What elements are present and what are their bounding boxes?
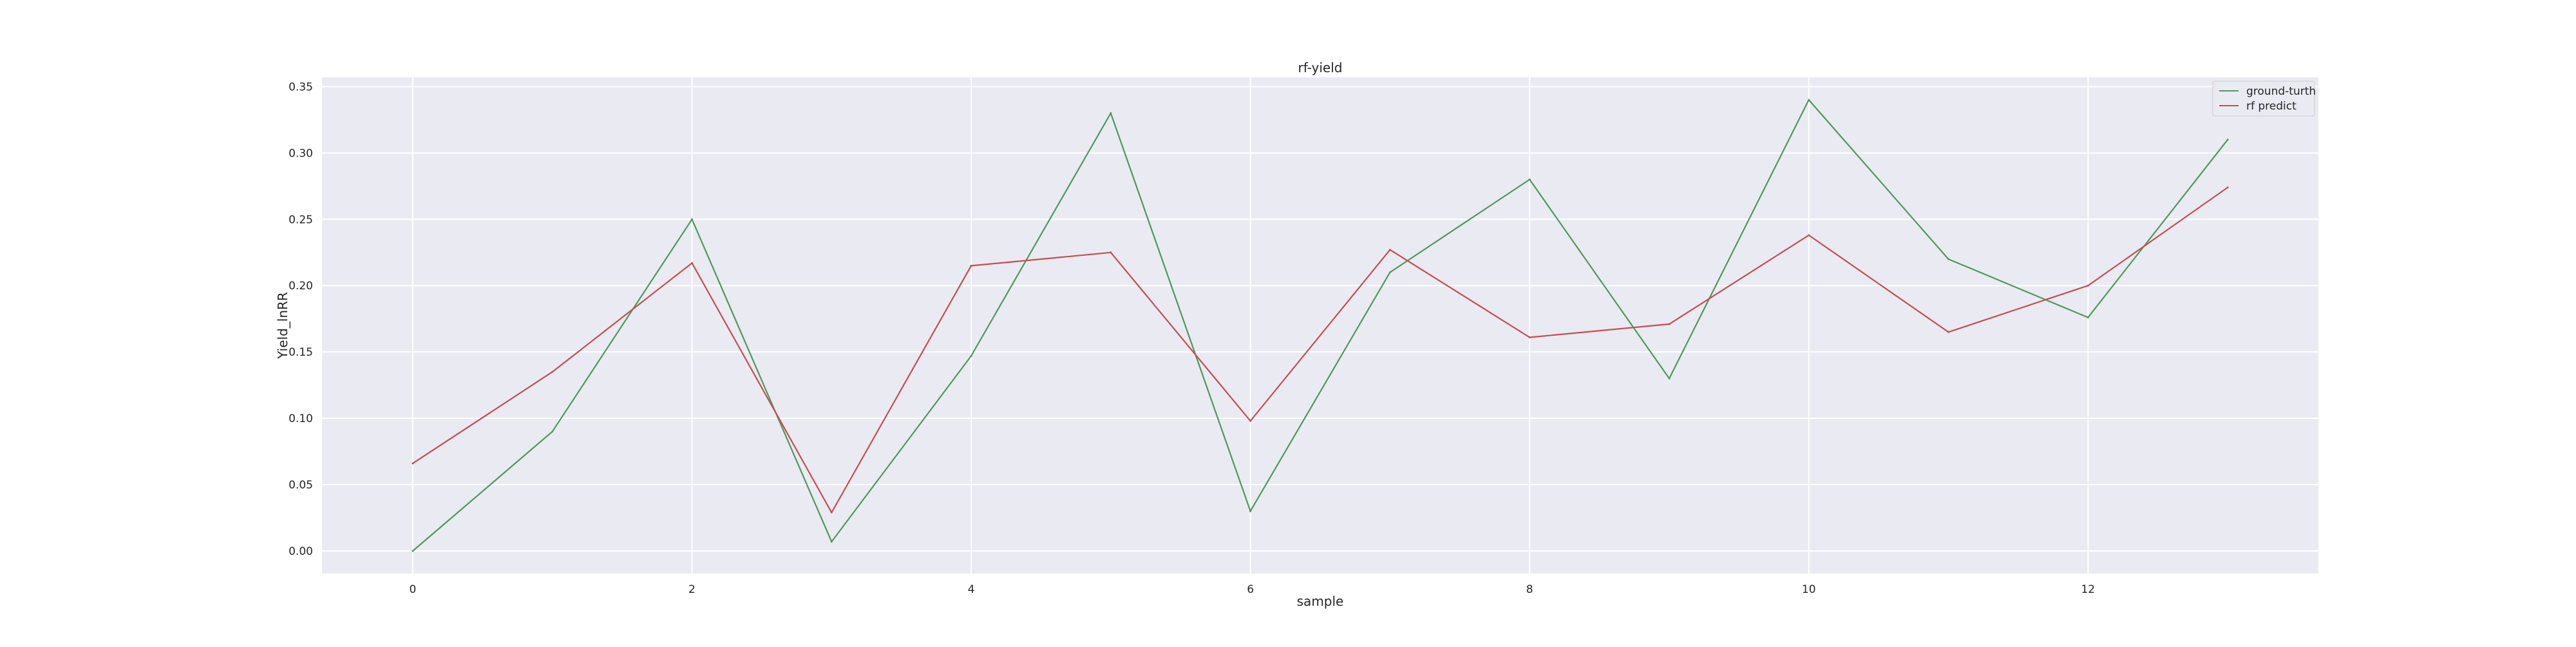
y-tick-label: 0.10 [289, 412, 313, 425]
x-tick-label: 4 [968, 583, 975, 596]
data-point-rf-predict [1668, 323, 1671, 325]
data-point-ground-turth [1947, 258, 1950, 260]
data-point-ground-turth [551, 430, 554, 433]
y-tick-label: 0.20 [289, 280, 313, 293]
data-point-ground-turth [1388, 271, 1391, 274]
legend-box [2212, 81, 2315, 117]
data-point-ground-turth [830, 541, 833, 543]
data-point-ground-turth [1808, 99, 1810, 101]
data-point-rf-predict [690, 262, 693, 264]
data-point-rf-predict [412, 462, 414, 465]
series-line-rf-predict [412, 186, 2228, 514]
plot-background [322, 77, 2318, 574]
x-tick-label: 8 [1526, 583, 1533, 596]
data-point-ground-turth [1668, 377, 1671, 380]
y-tick-label: 0.25 [289, 213, 313, 226]
data-point-ground-turth [970, 354, 972, 357]
y-tick-label: 0.00 [289, 545, 313, 558]
data-point-rf-predict [1808, 234, 1810, 237]
legend-label-ground-turth: ground-turth [2246, 85, 2316, 98]
x-tick-label: 6 [1247, 583, 1254, 596]
legend: ground-turth rf predict [2212, 81, 2316, 117]
legend-label-rf-predict: rf predict [2246, 100, 2297, 113]
data-point-ground-turth [2087, 316, 2089, 319]
data-point-rf-predict [970, 264, 972, 267]
tick-labels: 0.00 0.05 0.10 0.15 0.20 0.25 0.30 0.35 0 2 4 6 8 10 1… [289, 81, 2095, 596]
series-lines [412, 99, 2229, 552]
data-point-rf-predict [1947, 331, 1950, 333]
data-point-ground-turth [412, 550, 414, 552]
data-point-rf-predict [1110, 251, 1112, 254]
y-tick-label: 0.05 [289, 479, 313, 492]
data-point-rf-predict [1249, 420, 1252, 422]
data-point-ground-turth [2226, 139, 2229, 141]
y-tick-label: 0.35 [289, 81, 313, 93]
x-tick-label: 10 [1802, 583, 1816, 596]
y-tick-label: 0.30 [289, 147, 313, 160]
x-tick-label: 0 [409, 583, 416, 596]
data-point-rf-predict [1388, 249, 1391, 251]
chart-title: rf-yield [1298, 60, 1343, 75]
data-point-ground-turth [1110, 112, 1112, 115]
data-point-rf-predict [830, 511, 833, 514]
x-tick-label: 2 [688, 583, 696, 596]
data-point-rf-predict [1528, 336, 1531, 339]
x-axis-label: sample [1297, 594, 1344, 609]
y-axis-label: Yield_lnRR [275, 292, 290, 360]
data-point-rf-predict [551, 371, 554, 373]
y-tick-label: 0.15 [289, 346, 313, 359]
data-point-rf-predict [2087, 284, 2089, 287]
data-point-ground-turth [1528, 179, 1531, 181]
grid-lines [322, 77, 2318, 574]
data-point-rf-predict [2226, 186, 2229, 189]
data-point-ground-turth [690, 218, 693, 220]
x-tick-label: 12 [2081, 583, 2095, 596]
series-line-ground-turth [412, 99, 2228, 552]
data-point-ground-turth [1249, 510, 1252, 512]
